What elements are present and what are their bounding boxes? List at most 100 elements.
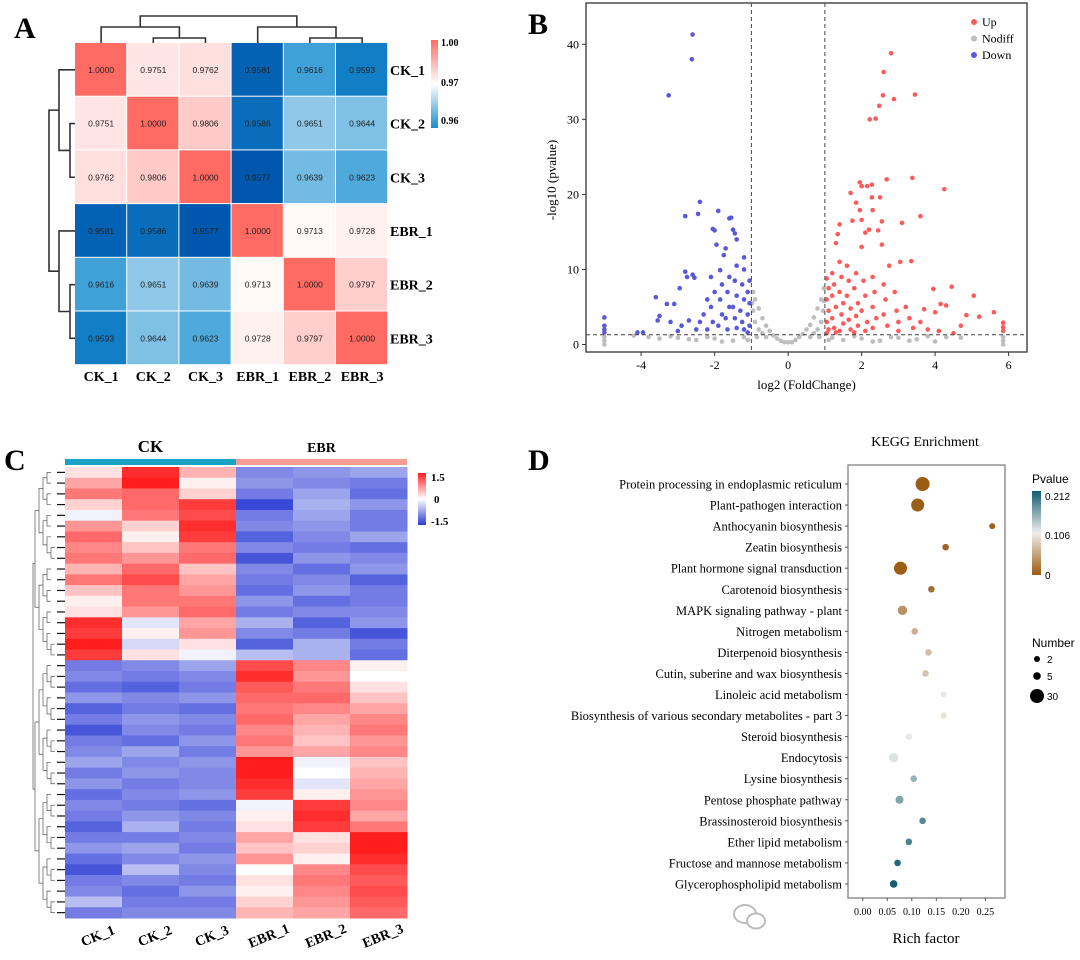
bubble — [895, 795, 904, 804]
heatmap-cell — [122, 907, 180, 919]
heatmap-cell — [122, 509, 180, 522]
data-point-up — [833, 330, 839, 335]
data-point-up — [896, 328, 901, 334]
heatmap-cell — [336, 204, 388, 257]
heatmap-cell — [236, 767, 294, 779]
data-point-nodiff — [826, 337, 831, 343]
panel-c-expression-heatmap: CK EBR CK_1 CK_2 CK_3 EBR_1 EBR_2 EBR_3 1.5 0 -1.5 — [32, 437, 449, 952]
bubble — [911, 498, 925, 512]
heatmap-cell — [65, 756, 123, 769]
data-point-down — [657, 313, 662, 319]
data-point-up — [936, 328, 942, 334]
row-dendrogram-branch — [48, 109, 59, 273]
heatmap-cell — [179, 257, 231, 311]
heatmap-cell — [122, 671, 180, 683]
row-dendrogram-branch — [38, 689, 43, 755]
data-point-up — [848, 306, 853, 311]
panel-label-c: C — [4, 444, 26, 477]
panel-label-b: B — [528, 8, 548, 41]
heatmap-cell — [350, 552, 408, 565]
data-point-up — [839, 312, 844, 317]
heatmap-cell — [231, 204, 283, 257]
heatmap-cell — [236, 467, 294, 479]
heatmap-cell — [122, 606, 180, 618]
heatmap-cell — [293, 520, 351, 532]
heatmap-cell — [179, 499, 237, 511]
column-label: CK_3 — [188, 370, 223, 385]
heatmap-cell — [350, 649, 408, 661]
colorbar-tick-label: 0.96 — [441, 116, 459, 127]
heatmap-cell — [179, 606, 237, 618]
column-label: EBR_3 — [361, 922, 406, 952]
data-point-down — [725, 327, 730, 332]
row-dendrogram-branch — [50, 804, 55, 817]
legend-label: Up — [982, 15, 997, 29]
cell-value: 0.9639 — [297, 172, 323, 182]
number-legend-marker — [1033, 672, 1041, 680]
data-point-down — [710, 319, 716, 325]
heatmap-cell — [236, 756, 294, 769]
heatmap-cell — [122, 531, 180, 543]
data-point-nodiff — [686, 336, 692, 342]
data-point-up — [831, 325, 837, 331]
data-point-up — [848, 327, 853, 332]
heatmap-cell — [236, 509, 294, 522]
data-point-down — [719, 312, 725, 317]
data-point-nodiff — [602, 342, 607, 347]
heatmap-cell — [122, 692, 180, 704]
data-point-down — [675, 328, 681, 334]
heatmap-cell — [65, 767, 123, 779]
heatmap-cell — [179, 799, 237, 812]
heatmap-cell — [350, 499, 408, 511]
heatmap-cell — [179, 767, 237, 779]
heatmap-cell — [236, 660, 294, 672]
heatmap-cell — [236, 681, 294, 693]
heatmap-cell — [65, 713, 123, 726]
data-point-up — [859, 244, 864, 250]
data-point-nodiff — [693, 337, 699, 343]
row-dendrogram-branch — [42, 616, 47, 642]
heatmap-cell — [65, 810, 123, 822]
data-point-nodiff — [754, 334, 760, 340]
bubble — [911, 628, 919, 635]
data-point-down — [734, 293, 739, 299]
pvalue-legend-title: Pvalue — [1032, 472, 1069, 486]
colorbar-tick-label: 0.97 — [441, 78, 459, 89]
heatmap-cell — [179, 563, 237, 575]
data-point-up — [824, 276, 830, 281]
data-point-up — [872, 289, 877, 295]
data-point-up — [885, 323, 890, 329]
heatmap-cell — [293, 574, 351, 586]
bubble — [989, 523, 996, 530]
row-dendrogram-branch — [50, 772, 55, 785]
row-dendrogram-branch — [42, 477, 47, 500]
cell-value: 0.9623 — [193, 333, 219, 343]
heatmap-cell — [179, 671, 237, 683]
row-label: CK_3 — [390, 171, 425, 186]
heatmap-cell — [293, 617, 351, 629]
data-point-down — [677, 285, 683, 291]
heatmap-cell — [350, 595, 408, 608]
data-point-up — [903, 304, 909, 310]
data-point-down — [721, 252, 727, 258]
heatmap-cell — [293, 799, 351, 812]
pathway-label: Diterpenoid biosynthesis — [717, 646, 842, 660]
heatmap-cell — [293, 875, 351, 887]
pathway-label: Linoleic acid metabolism — [715, 688, 842, 702]
data-point-down — [728, 215, 734, 220]
bubble — [897, 605, 908, 616]
heatmap-cell — [122, 821, 180, 833]
data-point-up — [829, 315, 835, 321]
heatmap-cell — [236, 907, 294, 919]
data-point-up — [873, 116, 878, 121]
cell-value: 0.9644 — [349, 119, 375, 129]
data-point-up — [897, 259, 903, 265]
data-point-up — [861, 278, 866, 283]
heatmap-cell — [179, 810, 237, 822]
data-point-nodiff — [804, 327, 809, 332]
cell-value: 1.0000 — [349, 333, 375, 343]
heatmap-cell — [236, 606, 294, 618]
data-point-nodiff — [745, 337, 750, 343]
heatmap-cell — [122, 778, 180, 790]
heatmap-cell — [122, 789, 180, 801]
